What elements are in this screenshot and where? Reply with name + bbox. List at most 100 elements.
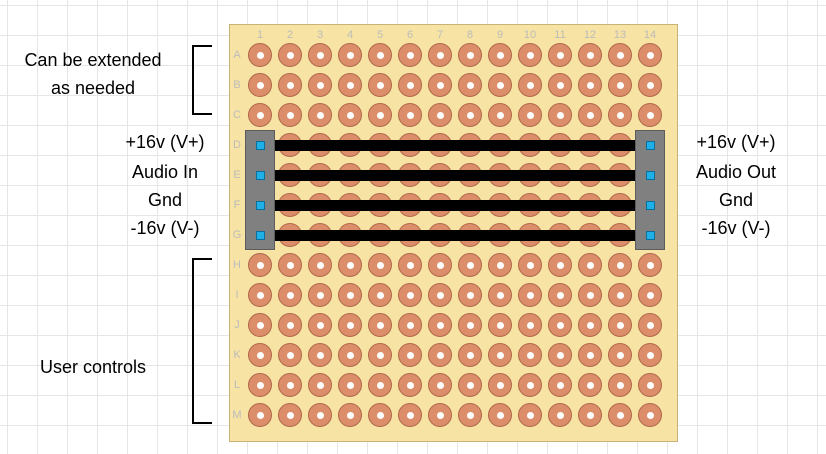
pad-B8 bbox=[458, 73, 482, 97]
pad-J7 bbox=[428, 313, 452, 337]
pad-A11 bbox=[548, 43, 572, 67]
note-user-controls: User controls bbox=[39, 357, 147, 377]
pad-H8 bbox=[458, 253, 482, 277]
pad-C10 bbox=[518, 103, 542, 127]
pad-K12 bbox=[578, 343, 602, 367]
pad-H13 bbox=[608, 253, 632, 277]
pad-K7 bbox=[428, 343, 452, 367]
pad-A10 bbox=[518, 43, 542, 67]
pad-K14 bbox=[638, 343, 662, 367]
pad-M3 bbox=[308, 403, 332, 427]
trace-row-G bbox=[272, 229, 638, 241]
pad-B6 bbox=[398, 73, 422, 97]
pad-B2 bbox=[278, 73, 302, 97]
pad-C8 bbox=[458, 103, 482, 127]
pad-C14 bbox=[638, 103, 662, 127]
left-pin-label-vplus: +16v (V+) bbox=[125, 132, 205, 152]
row-label-D: D bbox=[233, 139, 241, 151]
pad-A7 bbox=[428, 43, 452, 67]
row-label-A: A bbox=[233, 49, 241, 61]
pad-J1 bbox=[248, 313, 272, 337]
pad-I8 bbox=[458, 283, 482, 307]
right-connector-pin-E bbox=[645, 170, 655, 180]
pad-J11 bbox=[548, 313, 572, 337]
pad-K8 bbox=[458, 343, 482, 367]
row-label-B: B bbox=[233, 79, 241, 91]
pad-C7 bbox=[428, 103, 452, 127]
pad-H1 bbox=[248, 253, 272, 277]
pad-J4 bbox=[338, 313, 362, 337]
pad-I11 bbox=[548, 283, 572, 307]
pad-J5 bbox=[368, 313, 392, 337]
pad-C5 bbox=[368, 103, 392, 127]
pad-A12 bbox=[578, 43, 602, 67]
pad-B5 bbox=[368, 73, 392, 97]
pad-M14 bbox=[638, 403, 662, 427]
right-pin-label-vplus: +16v (V+) bbox=[696, 132, 776, 152]
pad-I7 bbox=[428, 283, 452, 307]
right-pin-label-vminus: -16v (V-) bbox=[701, 218, 771, 238]
pad-M4 bbox=[338, 403, 362, 427]
row-label-M: M bbox=[232, 409, 242, 421]
trace-row-D bbox=[272, 139, 638, 151]
pad-H7 bbox=[428, 253, 452, 277]
right-connector-pin-D bbox=[645, 140, 655, 150]
pad-M2 bbox=[278, 403, 302, 427]
pad-L2 bbox=[278, 373, 302, 397]
pad-B1 bbox=[248, 73, 272, 97]
pad-L9 bbox=[488, 373, 512, 397]
pad-B14 bbox=[638, 73, 662, 97]
column-label-1: 1 bbox=[256, 29, 264, 41]
pad-I9 bbox=[488, 283, 512, 307]
pad-A4 bbox=[338, 43, 362, 67]
right-connector-header bbox=[635, 130, 665, 250]
pad-B13 bbox=[608, 73, 632, 97]
left-pin-label-vminus: -16v (V-) bbox=[130, 218, 200, 238]
pad-H10 bbox=[518, 253, 542, 277]
column-label-11: 11 bbox=[554, 29, 566, 41]
pad-A14 bbox=[638, 43, 662, 67]
left-connector-pin-G bbox=[255, 230, 265, 240]
pad-C1 bbox=[248, 103, 272, 127]
pad-K10 bbox=[518, 343, 542, 367]
pad-K6 bbox=[398, 343, 422, 367]
pad-C2 bbox=[278, 103, 302, 127]
note-extendable-line2: as needed bbox=[50, 78, 136, 98]
pad-J12 bbox=[578, 313, 602, 337]
pad-C12 bbox=[578, 103, 602, 127]
pad-A5 bbox=[368, 43, 392, 67]
pad-C9 bbox=[488, 103, 512, 127]
column-label-4: 4 bbox=[346, 29, 354, 41]
column-label-2: 2 bbox=[286, 29, 294, 41]
pad-K1 bbox=[248, 343, 272, 367]
left-connector-pin-E bbox=[255, 170, 265, 180]
pad-B3 bbox=[308, 73, 332, 97]
pad-I5 bbox=[368, 283, 392, 307]
column-label-8: 8 bbox=[466, 29, 474, 41]
pad-M5 bbox=[368, 403, 392, 427]
column-label-6: 6 bbox=[406, 29, 414, 41]
pad-B11 bbox=[548, 73, 572, 97]
pad-M13 bbox=[608, 403, 632, 427]
pad-C13 bbox=[608, 103, 632, 127]
pad-J6 bbox=[398, 313, 422, 337]
pad-C3 bbox=[308, 103, 332, 127]
pad-L6 bbox=[398, 373, 422, 397]
pad-H3 bbox=[308, 253, 332, 277]
right-pin-label-audio-out: Audio Out bbox=[695, 162, 777, 182]
pad-I2 bbox=[278, 283, 302, 307]
pad-L1 bbox=[248, 373, 272, 397]
pad-C6 bbox=[398, 103, 422, 127]
pad-L10 bbox=[518, 373, 542, 397]
pad-H6 bbox=[398, 253, 422, 277]
pad-M8 bbox=[458, 403, 482, 427]
pad-M10 bbox=[518, 403, 542, 427]
bracket-user-controls bbox=[192, 258, 212, 424]
pad-K13 bbox=[608, 343, 632, 367]
pad-L11 bbox=[548, 373, 572, 397]
pad-H2 bbox=[278, 253, 302, 277]
pad-A9 bbox=[488, 43, 512, 67]
pad-A3 bbox=[308, 43, 332, 67]
pad-C11 bbox=[548, 103, 572, 127]
pad-L13 bbox=[608, 373, 632, 397]
